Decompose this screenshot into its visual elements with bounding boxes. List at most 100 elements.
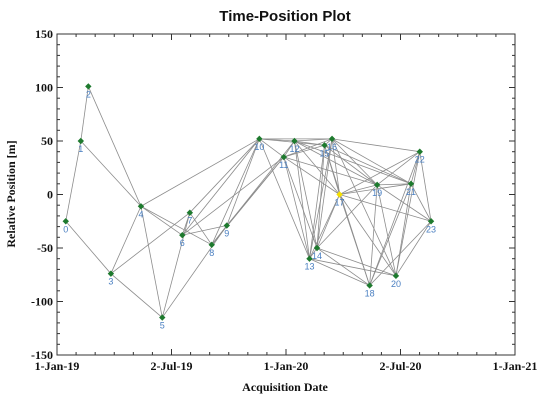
acquisition-point [416, 148, 423, 155]
baseline-edge [410, 151, 421, 184]
x-tick-label: 1-Jan-20 [264, 359, 309, 373]
baseline-edge [226, 138, 260, 226]
y-tick-label: 150 [35, 27, 53, 41]
acquisition-point [306, 255, 313, 262]
baseline-edge [316, 194, 340, 249]
baseline-edge [161, 212, 191, 318]
acquisition-point [107, 270, 115, 277]
reference-point [336, 191, 343, 198]
point-label: 11 [279, 160, 288, 170]
baseline-edge [369, 183, 412, 286]
baseline-edge [110, 273, 163, 318]
baseline-edge [181, 138, 260, 236]
baseline-edge [259, 138, 285, 158]
acquisition-point [85, 83, 92, 90]
baseline-edge [294, 140, 340, 195]
baseline-edge [316, 145, 325, 249]
baseline-edge [80, 86, 89, 142]
baseline-edge [331, 138, 397, 276]
point-label: 5 [160, 321, 165, 331]
acquisition-point [280, 153, 288, 161]
baseline-edge [331, 138, 340, 195]
acquisition-point [321, 142, 328, 149]
point-label: 17 [335, 198, 345, 208]
baseline-edge [87, 86, 142, 207]
baseline-edge [309, 258, 370, 286]
baseline-edge [294, 140, 310, 259]
point-label: 22 [415, 155, 425, 165]
baseline-edge [369, 151, 421, 286]
x-tick-label: 2-Jul-19 [151, 359, 193, 373]
baseline-edge [369, 184, 378, 286]
baseline-edge [283, 144, 325, 158]
baseline-edge [189, 212, 213, 246]
baseline-edge [294, 138, 333, 142]
point-label: 19 [372, 188, 382, 198]
baseline-edge [377, 183, 412, 186]
baseline-edge [339, 184, 378, 195]
baseline-edge [283, 140, 295, 158]
acquisition-point [366, 282, 373, 289]
acquisition-point [159, 314, 166, 321]
y-tick-label: 50 [41, 134, 53, 148]
acquisition-point [137, 203, 145, 210]
y-axis-label: Relative Position [m] [4, 140, 18, 247]
acquisition-point [186, 209, 194, 216]
baseline-edge [324, 144, 412, 185]
point-label: 10 [254, 142, 264, 152]
y-tick-label: 100 [35, 81, 53, 95]
baseline-edge [339, 194, 397, 277]
acquisition-point [373, 181, 381, 189]
x-tick-label: 1-Jan-21 [493, 359, 538, 373]
baseline-edge [339, 194, 432, 222]
acquisition-point [392, 272, 400, 280]
chart-title: Time-Position Plot [219, 8, 350, 25]
baseline-edge [65, 140, 82, 222]
point-label: 9 [224, 229, 229, 239]
baseline-edge [211, 140, 295, 246]
baseline-edge [294, 140, 412, 185]
y-tick-label: -100 [31, 295, 53, 309]
baseline-edge [339, 183, 412, 195]
baseline-edge [316, 247, 397, 277]
baseline-edge [395, 183, 412, 276]
point-label: 12 [289, 144, 299, 154]
baseline-edge [331, 138, 420, 153]
baseline-edge [339, 194, 371, 286]
point-label: 13 [304, 262, 314, 272]
point-label: 7 [187, 216, 192, 226]
baseline-edge [140, 206, 163, 318]
baseline-edge [331, 138, 378, 186]
acquisition-point [62, 218, 69, 225]
baseline-edge [395, 221, 432, 277]
x-tick-label: 2-Jul-20 [380, 359, 422, 373]
plot-area: 1-Jan-19 2-Jul-19 1-Jan-20 2-Jul-20 1-Jan-21… [31, 27, 537, 373]
x-tick-label: 1-Jan-19 [35, 359, 80, 373]
baseline-edge [189, 138, 260, 213]
baseline-edge [410, 183, 432, 222]
baseline-edge [140, 138, 260, 207]
point-label: 15 [320, 148, 330, 158]
x-axis-label: Acquisition Date [242, 380, 328, 394]
baseline-edge [161, 225, 228, 318]
baseline-edge [376, 184, 432, 222]
acquisition-point [407, 180, 415, 187]
baseline-edge [376, 151, 421, 186]
point-label: 14 [312, 251, 322, 261]
baseline-edge [419, 151, 432, 222]
baseline-edge [316, 138, 333, 249]
baseline-edge [259, 138, 310, 259]
acquisition-point [256, 135, 263, 143]
point-label: 1 [78, 144, 83, 154]
baseline-edge [324, 144, 378, 186]
y-tick-label: 0 [47, 188, 53, 202]
point-label: 4 [138, 209, 143, 219]
point-label: 6 [180, 238, 185, 248]
baseline-edge [331, 138, 412, 185]
point-label: 0 [63, 224, 68, 234]
acquisition-point [313, 244, 321, 252]
baseline-edge [309, 145, 325, 259]
point-label: 20 [391, 279, 401, 289]
baseline-edge [395, 151, 421, 276]
baseline-edge [294, 140, 378, 186]
